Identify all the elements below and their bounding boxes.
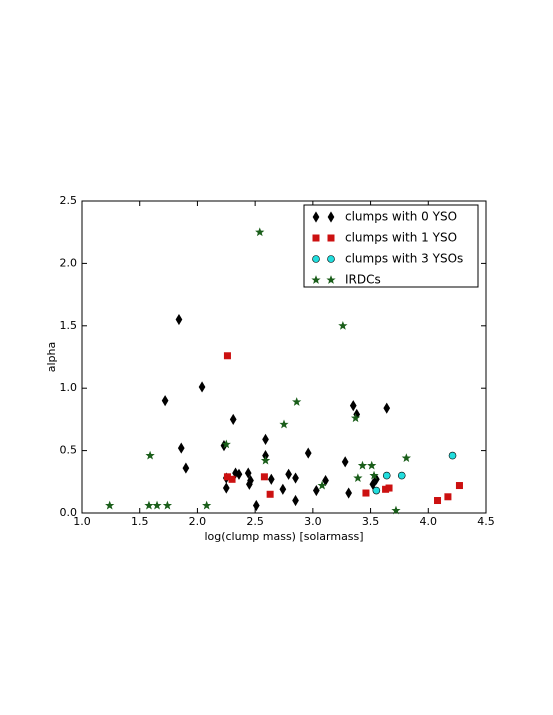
data-point: [367, 460, 377, 470]
data-point: [221, 439, 231, 449]
data-point: [175, 313, 183, 326]
y-tick-label: 0.5: [60, 444, 78, 457]
data-point: [349, 400, 357, 412]
data-point: [292, 472, 299, 484]
plot-frame: [81, 200, 487, 514]
data-point: [353, 473, 363, 482]
data-point: [177, 442, 185, 454]
legend-label: IRDCs: [345, 273, 381, 287]
data-point: [434, 497, 442, 505]
data-point: [385, 484, 393, 492]
data-point: [304, 447, 312, 459]
data-point: [235, 468, 243, 480]
data-point: [292, 494, 299, 507]
data-point: [260, 455, 271, 465]
legend-marker: [327, 255, 335, 263]
x-axis-label: log(clump mass) [solarmass]: [204, 530, 363, 543]
data-point: [144, 500, 154, 510]
data-point: [228, 475, 236, 483]
legend-marker: [312, 211, 320, 223]
x-tick-label: 3.5: [362, 515, 380, 528]
data-point: [267, 473, 275, 485]
data-point: [292, 397, 302, 406]
y-tick-label: 2.5: [60, 194, 78, 207]
x-tick-label: 4.5: [477, 515, 495, 528]
data-point: [383, 402, 391, 414]
data-point: [255, 227, 265, 237]
legend-label: clumps with 1 YSO: [345, 231, 457, 245]
data-point: [279, 483, 287, 495]
x-tick-label: 2.0: [189, 515, 207, 528]
data-point: [279, 419, 289, 429]
legend-marker: [327, 234, 335, 242]
legend-marker: [327, 211, 335, 223]
data-point: [444, 493, 452, 501]
data-point: [382, 471, 391, 480]
data-point: [252, 499, 260, 512]
data-point: [455, 482, 463, 490]
legend-label: clumps with 3 YSOs: [345, 252, 463, 266]
data-point: [362, 489, 370, 497]
y-axis-label: alpha: [45, 342, 58, 373]
y-tick-label: 2.0: [60, 256, 78, 269]
data-point: [391, 505, 401, 515]
data-point: [247, 474, 254, 487]
data-point: [397, 471, 406, 480]
data-point: [223, 352, 231, 360]
legend-label: clumps with 0 YSO: [345, 210, 457, 224]
data-point: [262, 433, 269, 445]
y-tick-label: 1.5: [60, 319, 78, 332]
data-point: [401, 453, 411, 463]
x-tick-label: 4.0: [420, 515, 438, 528]
x-tick-label: 1.5: [131, 515, 149, 528]
data-point: [350, 413, 361, 423]
legend-marker: [311, 275, 321, 284]
data-point: [345, 487, 352, 499]
legend-marker: [326, 275, 336, 284]
data-point: [222, 482, 230, 494]
data-point: [152, 500, 162, 510]
legend-marker: [312, 234, 320, 242]
data-point: [162, 500, 173, 510]
data-point: [260, 473, 268, 481]
data-point: [322, 474, 329, 487]
data-point: [369, 470, 379, 480]
y-tick-label: 1.0: [60, 381, 78, 394]
data-point: [266, 490, 274, 498]
data-point: [372, 486, 381, 495]
data-point: [198, 381, 206, 393]
data-point: [182, 462, 190, 474]
data-point: [448, 451, 457, 460]
data-point: [317, 480, 327, 490]
data-point: [338, 320, 348, 330]
x-tick-label: 1.0: [73, 515, 91, 528]
y-tick-label: 0.0: [60, 506, 78, 519]
legend-marker: [312, 255, 320, 263]
data-point: [244, 467, 252, 479]
x-tick-label: 2.5: [246, 515, 264, 528]
data-point: [161, 395, 169, 407]
data-point: [145, 450, 155, 460]
data-point: [341, 456, 349, 468]
data-point: [312, 484, 320, 497]
data-point: [105, 500, 115, 510]
data-point: [357, 460, 368, 470]
data-point: [229, 413, 237, 425]
data-point: [285, 468, 292, 480]
x-tick-label: 3.0: [304, 515, 322, 528]
data-point: [202, 500, 212, 510]
